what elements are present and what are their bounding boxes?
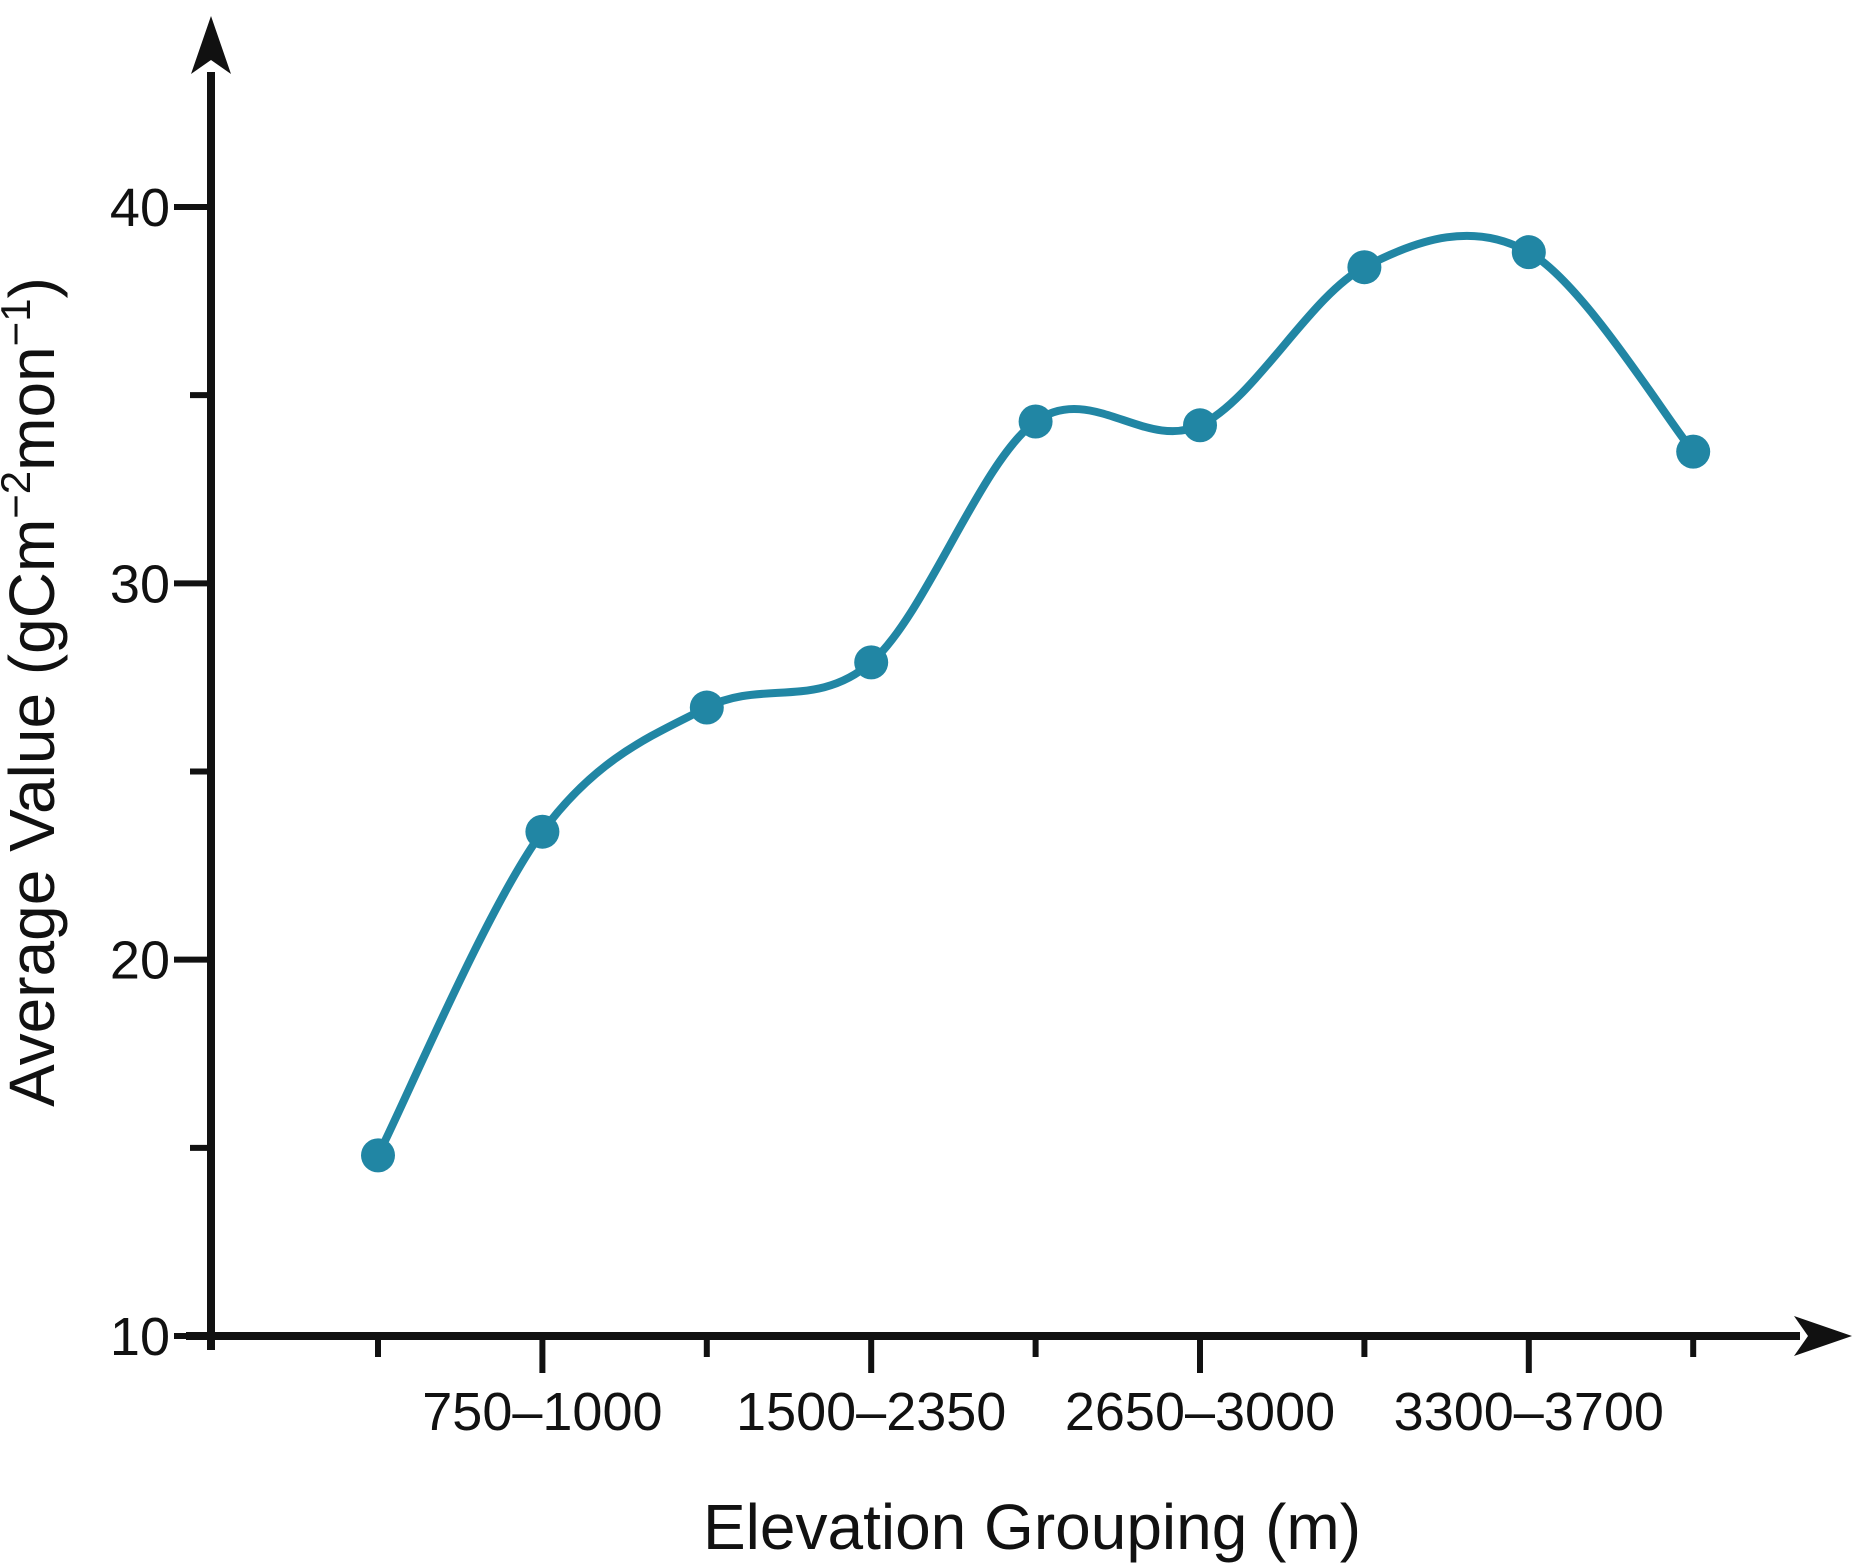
x-tick-label: 1500–2350 xyxy=(736,1382,1006,1442)
y-tick-label: 30 xyxy=(110,554,170,614)
y-axis-title-text: Average Value (gCm xyxy=(0,519,68,1107)
y-tick-label: 20 xyxy=(110,931,170,991)
y-tick-label: 10 xyxy=(110,1307,170,1367)
data-point-marker xyxy=(689,690,724,725)
y-axis-title-text: ) xyxy=(0,277,68,298)
y-tick-label: 40 xyxy=(110,178,170,238)
y-axis-title: Average Value (gCm−2mon−1) xyxy=(0,277,68,1107)
x-tick-label: 750–1000 xyxy=(422,1382,662,1442)
x-axis-arrow-icon xyxy=(1794,1316,1852,1356)
data-point-marker xyxy=(1676,434,1711,469)
data-point-marker xyxy=(1183,408,1217,443)
data-point-marker xyxy=(361,1138,395,1173)
x-tick-label: 3300–3700 xyxy=(1394,1382,1664,1442)
data-point-marker xyxy=(1347,250,1382,285)
y-axis-title-superscript: −2 xyxy=(0,471,39,519)
x-tick-label: 2650–3000 xyxy=(1065,1382,1335,1442)
y-axis-title-text: mon xyxy=(0,346,68,471)
data-point-marker xyxy=(525,814,560,849)
y-axis-title-superscript: −1 xyxy=(0,298,39,346)
data-point-marker xyxy=(1511,235,1546,270)
x-axis-title: Elevation Grouping (m) xyxy=(703,1491,1361,1563)
data-point-marker xyxy=(1018,404,1053,439)
y-axis-arrow-icon xyxy=(191,16,231,74)
series-line xyxy=(374,231,1698,1160)
data-point-marker xyxy=(854,645,889,680)
